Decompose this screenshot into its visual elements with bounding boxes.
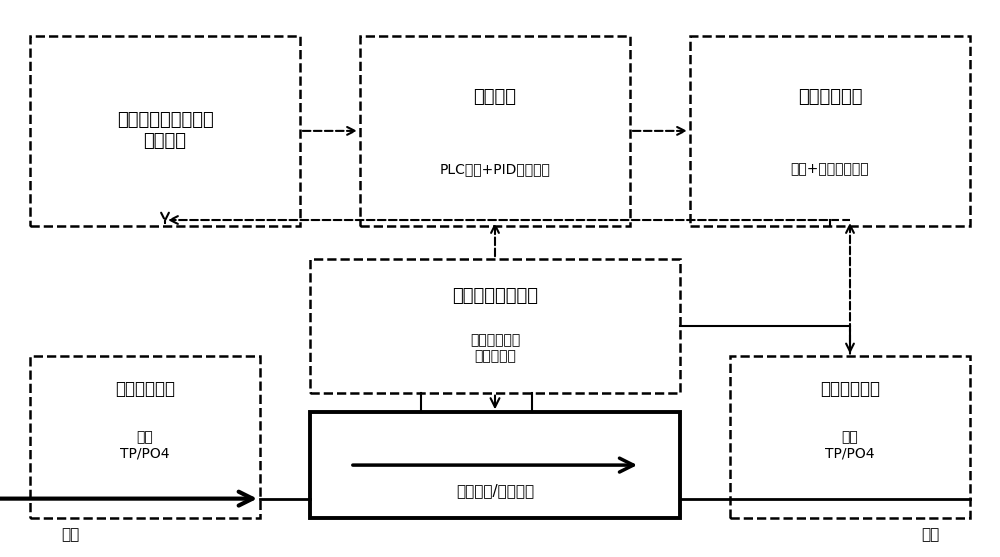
Bar [310, 412, 680, 518]
Bar [310, 259, 680, 393]
Text: 后馈监测传感: 后馈监测传感 [820, 380, 880, 398]
Bar [690, 36, 970, 226]
Text: 水量
TP/PO4: 水量 TP/PO4 [120, 430, 170, 461]
Bar [360, 36, 630, 226]
Text: 控制加药模块: 控制加药模块 [798, 88, 862, 106]
Bar [730, 356, 970, 518]
Text: 絮体粒度特征
粒径分布等: 絮体粒度特征 粒径分布等 [470, 334, 520, 364]
Text: PLC编程+PID模糊控制: PLC编程+PID模糊控制 [440, 162, 550, 176]
Text: 算法模块: 算法模块 [474, 88, 516, 106]
Text: 进水: 进水 [61, 527, 79, 543]
Text: 浊度
TP/PO4: 浊度 TP/PO4 [825, 430, 875, 461]
Text: 综合反馈的在线监测
模块反馈: 综合反馈的在线监测 模块反馈 [117, 111, 213, 150]
Text: 前馈监测传感: 前馈监测传感 [115, 380, 175, 398]
Text: 过程反馈监测传感: 过程反馈监测传感 [452, 287, 538, 305]
Bar [30, 36, 300, 226]
Text: 化学除磷/絮凝工艺: 化学除磷/絮凝工艺 [456, 483, 534, 497]
Bar [30, 356, 260, 518]
Text: 出水: 出水 [921, 527, 939, 543]
Text: 变频+流量输出控制: 变频+流量输出控制 [791, 162, 869, 176]
